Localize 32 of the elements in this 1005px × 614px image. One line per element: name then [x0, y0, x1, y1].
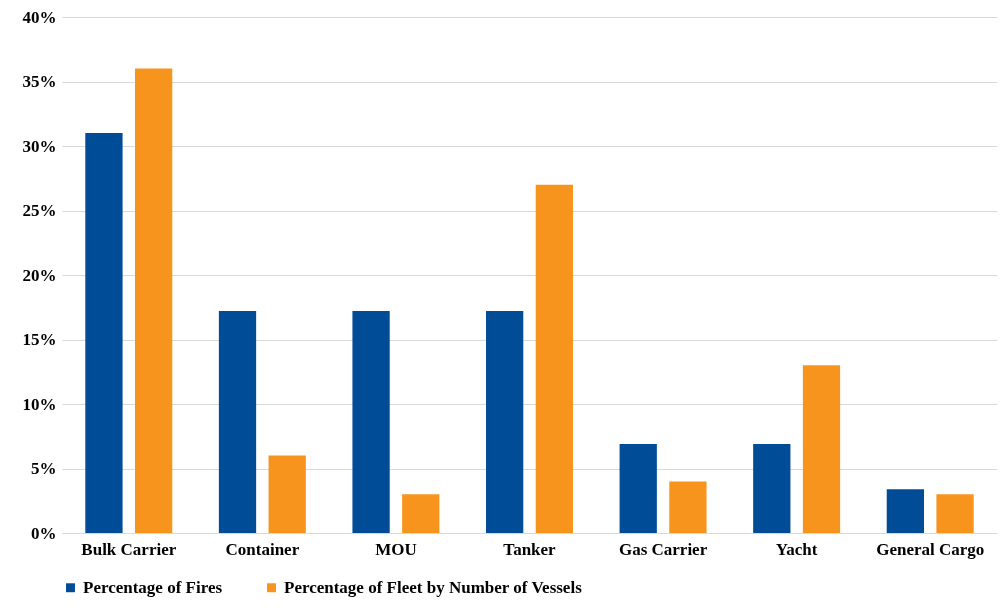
x-tick-label: MOU — [375, 539, 417, 559]
bar — [802, 365, 841, 533]
bar — [85, 133, 123, 533]
y-tick-label: 30% — [22, 136, 57, 156]
legend-label: Percentage of Fires — [83, 577, 223, 597]
x-tick-label: General Cargo — [876, 539, 985, 559]
bar — [619, 443, 657, 533]
bar — [352, 311, 390, 533]
bar — [753, 443, 791, 533]
y-tick-label: 35% — [22, 72, 57, 91]
x-tick-label: Container — [225, 539, 300, 559]
y-tick-label: 20% — [22, 265, 57, 285]
bar — [535, 184, 573, 533]
bar — [669, 481, 707, 533]
bar — [936, 494, 974, 533]
y-tick-label: 0% — [31, 523, 57, 543]
x-tick-label: Gas Carrier — [618, 539, 708, 559]
bar — [886, 489, 924, 533]
x-tick-label: Tanker — [503, 539, 557, 559]
y-tick-label: 15% — [22, 330, 57, 349]
y-tick-label: 5% — [31, 459, 57, 478]
x-tick-label: Yacht — [775, 539, 818, 559]
bar — [135, 68, 173, 533]
bar — [218, 311, 257, 533]
y-tick-label: 25% — [22, 201, 57, 220]
y-tick-label: 10% — [22, 394, 57, 414]
x-tick-label: Bulk Carrier — [81, 539, 177, 559]
y-tick-label: 40% — [22, 7, 57, 27]
bar — [486, 311, 524, 533]
bar — [402, 494, 440, 533]
bar — [268, 455, 306, 533]
legend-label: Percentage of Fleet by Number of Vessels — [284, 577, 583, 597]
